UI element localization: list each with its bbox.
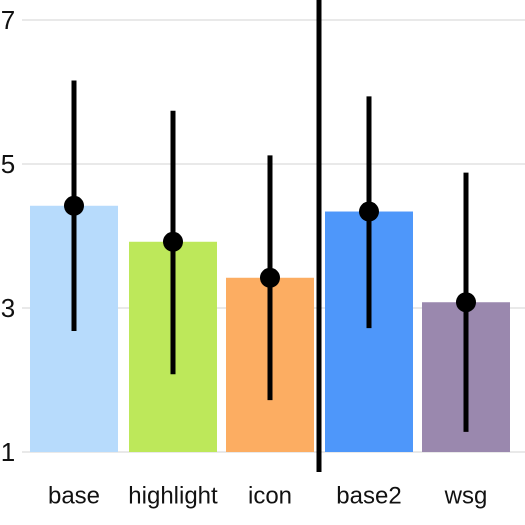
y-tick-label: 3 (1, 293, 15, 323)
x-tick-label: icon (248, 483, 292, 510)
x-axis-labels: base highlight icon base2 wsg (48, 483, 487, 510)
x-tick-label: base (48, 483, 100, 510)
mean-point-icon (260, 267, 280, 288)
y-axis-ticks: 1 3 5 7 (1, 5, 15, 467)
mean-point-base2 (359, 201, 379, 222)
mean-point-wsg (456, 292, 476, 313)
y-tick-label: 7 (1, 5, 15, 35)
x-tick-label: base2 (336, 483, 401, 510)
y-tick-label: 1 (1, 437, 15, 467)
mean-point-base (64, 195, 84, 216)
x-tick-label: highlight (128, 483, 218, 510)
y-tick-label: 5 (1, 149, 15, 179)
mean-point-highlight (163, 231, 183, 252)
mean-points (64, 195, 476, 313)
x-tick-label: wsg (444, 483, 488, 510)
